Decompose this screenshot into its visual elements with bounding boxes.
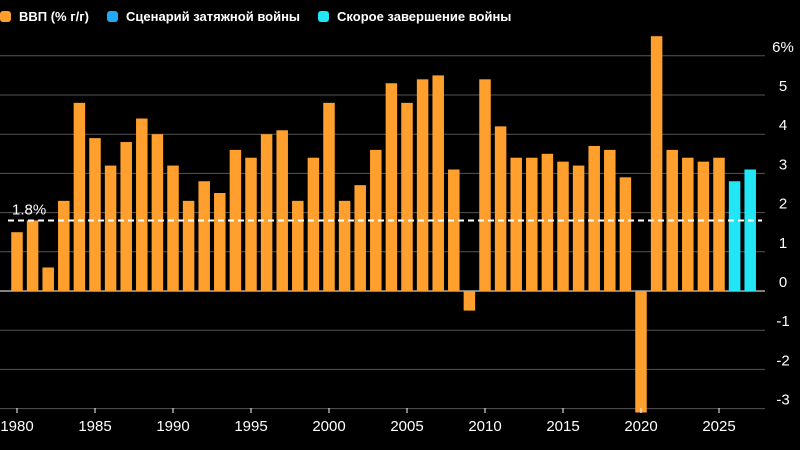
- bar-1982-series-0: [42, 267, 54, 291]
- y-tick-label: -1: [776, 313, 789, 330]
- bar-2021-series-0: [650, 36, 663, 292]
- bar-1993-series-0: [214, 193, 226, 291]
- bar-1992-series-0: [198, 181, 210, 291]
- bar-1980-series-0: [11, 232, 23, 291]
- x-tick-label: 2000: [312, 418, 345, 435]
- bar-1981-series-0: [26, 220, 39, 291]
- legend-label-prolonged-war: Сценарий затяжной войны: [126, 8, 301, 24]
- bar-1986-series-0: [104, 165, 117, 291]
- bar-1983-series-0: [58, 200, 70, 291]
- bar-1997-series-0: [276, 130, 288, 291]
- bar-2002-series-0: [354, 185, 366, 291]
- bar-1994-series-0: [229, 149, 242, 291]
- bar-2015-series-0: [557, 161, 569, 291]
- legend-label-quick-end: Скорое завершение войны: [337, 8, 512, 24]
- x-tick-label: 1990: [156, 418, 189, 435]
- bar-2010-series-0: [479, 79, 491, 291]
- y-axis: 6% 5 4 3 2 1 0 -1 -2 -3: [772, 39, 794, 409]
- y-tick-label: 2: [779, 196, 787, 213]
- bar-2013-series-0: [526, 157, 538, 291]
- bar-2023-series-0: [682, 157, 694, 291]
- bar-2016-series-0: [572, 165, 585, 291]
- y-tick-label: 0: [779, 274, 787, 291]
- bar-2000-series-0: [323, 102, 335, 291]
- bar-2019-series-0: [619, 177, 632, 291]
- legend-item-quick-end: Скорое завершение войны: [318, 9, 511, 24]
- y-tick-label: -2: [776, 352, 789, 369]
- x-tick-label: 2005: [390, 418, 423, 435]
- bar-2014-series-0: [541, 153, 554, 291]
- y-tick-label: -3: [776, 392, 789, 409]
- y-tick-label: 3: [779, 156, 787, 173]
- x-tick-label: 2010: [468, 418, 501, 435]
- bar-1998-series-0: [292, 200, 304, 291]
- x-tick-label: 1995: [234, 418, 267, 435]
- bar-1984-series-0: [73, 102, 86, 291]
- bar-1988-series-0: [136, 118, 148, 292]
- bar-2026-series-2: [728, 181, 741, 291]
- bar-2003-series-0: [370, 149, 382, 291]
- legend-item-gdp: ВВП (% г/г): [0, 9, 89, 24]
- bar-1991-series-0: [182, 200, 195, 291]
- bar-2001-series-0: [338, 200, 351, 291]
- x-axis: 1980 1985 1990 1995 2000 2005 2010 2015 2020 2025: [0, 408, 736, 435]
- bar-2009-series-0: [463, 291, 476, 311]
- bar-2017-series-0: [588, 145, 600, 291]
- bar-1987-series-0: [120, 142, 132, 291]
- legend-label-gdp: ВВП (% г/г): [19, 8, 90, 24]
- chart-legend: ВВП (% г/г) Сценарий затяжной войны Скор…: [0, 6, 529, 26]
- bar-2027-series-2: [744, 169, 756, 291]
- bar-1995-series-0: [245, 157, 257, 291]
- bar-2008-series-0: [448, 169, 460, 291]
- bar-2025-series-0: [713, 157, 725, 291]
- x-tick-label: 1985: [78, 418, 111, 435]
- x-tick-label: 2020: [624, 418, 657, 435]
- x-tick-label: 2015: [546, 418, 579, 435]
- bar-2006-series-0: [416, 79, 429, 291]
- bar-1990-series-0: [167, 165, 179, 291]
- legend-swatch-quick-end: [318, 10, 330, 22]
- bar-2020-series-0: [635, 291, 647, 413]
- bar-1989-series-0: [151, 134, 164, 291]
- bar-2007-series-0: [432, 75, 444, 292]
- bar-1999-series-0: [307, 157, 320, 291]
- y-tick-label: 5: [779, 78, 787, 95]
- y-tick-label: 4: [779, 117, 787, 134]
- x-tick-label: 2025: [702, 418, 735, 435]
- bar-2011-series-0: [494, 126, 507, 291]
- bar-2005-series-0: [401, 102, 413, 291]
- bar-1985-series-0: [89, 138, 101, 291]
- legend-swatch-prolonged-war: [107, 10, 119, 22]
- reference-line-label: 1.8%: [12, 201, 46, 218]
- y-tick-label: 1: [779, 235, 787, 252]
- bar-2024-series-0: [697, 161, 710, 291]
- bar-2004-series-0: [385, 83, 398, 292]
- reference-layer: 1.8%: [8, 201, 762, 222]
- x-tick-label: 1980: [0, 418, 33, 435]
- legend-swatch-gdp: [0, 10, 11, 22]
- legend-item-prolonged-war: Сценарий затяжной войны: [107, 9, 300, 24]
- bar-1996-series-0: [260, 134, 273, 291]
- y-tick-label: 6%: [772, 39, 794, 56]
- bar-layer: [11, 36, 756, 413]
- bar-2012-series-0: [510, 157, 522, 291]
